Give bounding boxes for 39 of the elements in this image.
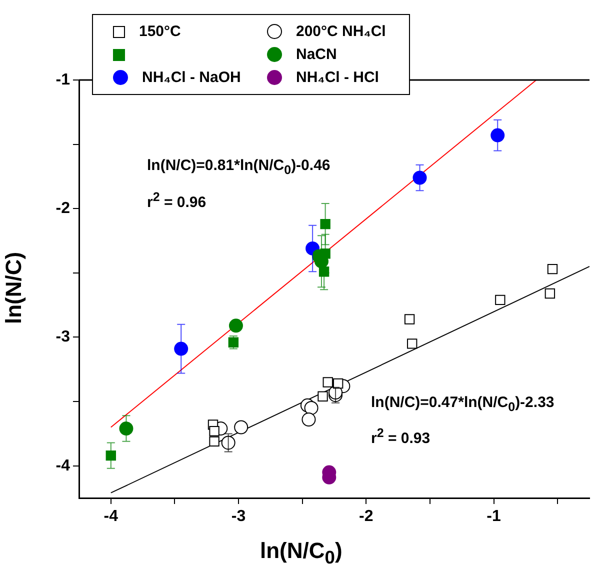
point — [404, 314, 415, 324]
point — [302, 412, 316, 427]
point — [495, 294, 506, 306]
x-tick-label: -2 — [359, 508, 374, 526]
legend-label: NaCN — [296, 46, 337, 63]
annotation: ln(N/C)=0.47*ln(N/C$_{0}$)-2.33 — [371, 394, 554, 414]
x-axis-title: ln(N/C$_{0}$) — [260, 538, 342, 568]
point — [318, 391, 328, 402]
legend-label: NH₄Cl - HCl — [296, 69, 379, 86]
y-tick-label: -1 — [56, 71, 70, 88]
point — [547, 264, 558, 274]
point — [209, 436, 220, 447]
point — [209, 426, 220, 436]
annotation: ln(N/C)=0.81*ln(N/C$_{0}$)-0.46 — [147, 157, 330, 177]
point — [322, 377, 333, 388]
point — [412, 170, 427, 185]
annotation: r$^{2}$ = 0.93 — [371, 426, 430, 447]
x-tick-label: -3 — [231, 508, 246, 526]
point — [234, 420, 248, 434]
point — [320, 218, 330, 230]
point — [119, 422, 134, 436]
legend-label: NH₄Cl - NaOH — [142, 69, 241, 86]
y-tick-label: -4 — [56, 457, 70, 474]
legend-label: 200°C NH₄Cl — [296, 23, 386, 40]
point — [221, 436, 236, 450]
point — [332, 378, 344, 389]
point — [304, 400, 318, 415]
annotation: r$^{2}$ = 0.96 — [147, 190, 206, 211]
point — [544, 288, 556, 299]
x-tick-label: -4 — [104, 508, 118, 526]
y-tick-label: -2 — [56, 200, 70, 218]
y-axis-title: ln(N/C) — [1, 252, 28, 324]
point — [174, 342, 188, 356]
point — [228, 318, 243, 333]
x-tick-label: -1 — [486, 508, 501, 526]
point — [490, 128, 505, 142]
point — [407, 338, 418, 349]
legend-label: 150°C — [139, 23, 181, 40]
y-tick-label: -3 — [56, 328, 70, 346]
